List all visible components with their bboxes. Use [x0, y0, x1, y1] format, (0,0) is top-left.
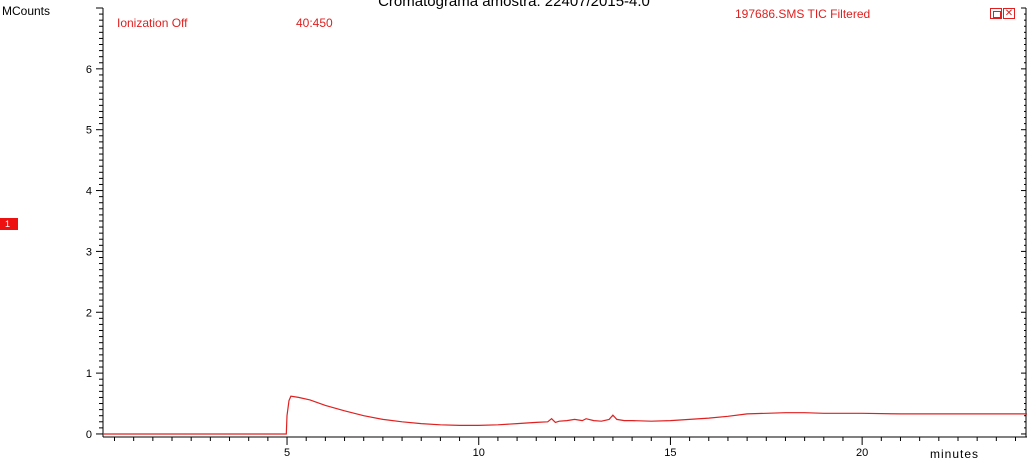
x-tick-label: 10 [473, 447, 485, 459]
y-tick-label: 6 [86, 64, 92, 76]
tic-trace-line [103, 395, 1027, 435]
restore-window-icon[interactable] [990, 8, 1002, 19]
y-tick-label: 4 [86, 186, 92, 198]
close-icon[interactable]: ✕ [1003, 8, 1015, 19]
y-tick-label: 1 [86, 368, 92, 380]
y-axis-label: MCounts [2, 4, 51, 18]
ionization-annotation: Ionization Off [117, 16, 188, 30]
x-tick-label: 5 [284, 447, 290, 459]
y-tick-label: 0 [86, 429, 92, 441]
y-tick-label: 5 [86, 125, 92, 137]
x-tick-label: 15 [664, 447, 676, 459]
x-axis-label: minutes [930, 447, 980, 461]
mass-range-annotation: 40:450 [296, 16, 333, 30]
y-tick-label: 2 [86, 307, 92, 319]
trace-label: 197686.SMS TIC Filtered [735, 7, 871, 21]
y-tick-label: 3 [86, 246, 92, 258]
trace-marker-badge[interactable]: 1 [0, 218, 18, 230]
x-tick-label: 20 [856, 447, 868, 459]
chart-title: Cromatograma amostra: 22407/2015-4.0 [378, 0, 650, 10]
